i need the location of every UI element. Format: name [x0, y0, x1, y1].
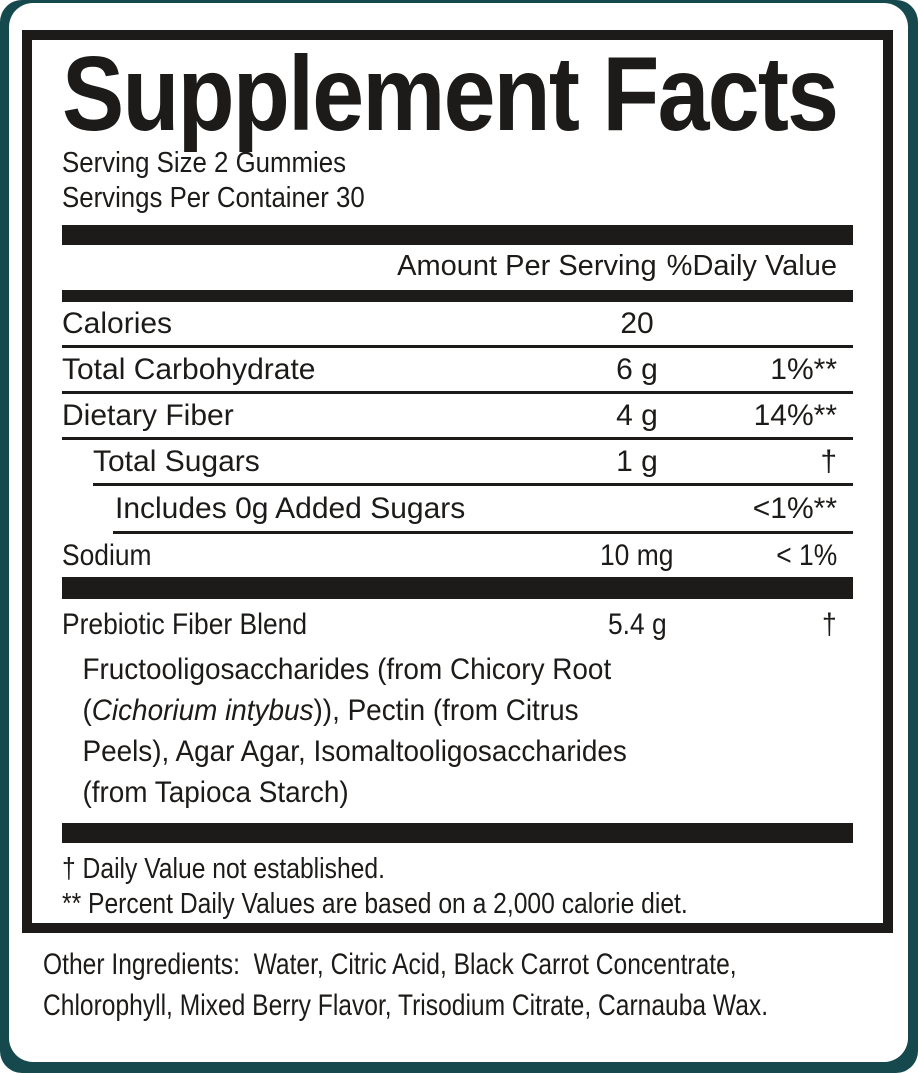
blend-description: Fructooligosaccharides (from Chicory Roo…: [62, 649, 732, 813]
nutrient-name: Total Sugars: [93, 444, 260, 478]
daily-value-header: %Daily Value: [666, 250, 837, 282]
row-separator: [62, 391, 853, 394]
blend-description-text: (from Tapioca Starch): [82, 776, 349, 809]
facts-title: Supplement Facts: [62, 35, 853, 153]
nutrient-amt: 6 g: [616, 352, 658, 386]
servings-per-container-line: Servings Per Container 30: [62, 182, 365, 214]
other-ingredients-label: Other Ingredients:: [43, 948, 240, 981]
column-header-row: Amount Per Serving %Daily Value: [62, 245, 853, 290]
thick-rule: [62, 823, 853, 843]
thick-rule: [62, 577, 853, 599]
other-ingredients: Other Ingredients: Water, Citric Acid, B…: [43, 944, 815, 1026]
blend-description-text: Fructooligosaccharides (from Chicory Roo…: [82, 653, 612, 686]
blend-daily-value: †: [822, 608, 837, 641]
thick-rule: [62, 225, 853, 245]
footnote-percent: ** Percent Daily Values are based on a 2…: [62, 888, 688, 920]
nutrient-dv: <1%**: [752, 491, 837, 525]
nutrient-amt: 1 g: [616, 444, 658, 478]
nutrient-row: Sodium 10 mg < 1%: [62, 534, 853, 577]
label-card: Supplement Facts Serving Size 2 Gummies …: [9, 3, 908, 1062]
nutrient-row: Dietary Fiber 4 g 14%**: [62, 394, 853, 437]
serving-size-line: Serving Size 2 Gummies: [62, 147, 347, 179]
nutrient-row: Total Carbohydrate 6 g 1%**: [62, 348, 853, 391]
nutrient-name: Total Carbohydrate: [62, 352, 316, 386]
nutrient-row: Includes 0g Added Sugars <1%**: [62, 486, 853, 531]
blend-latin-name: Cichorium intybus: [91, 694, 314, 727]
nutrient-amt: 10 mg: [600, 538, 674, 572]
blend-row: Prebiotic Fiber Blend 5.4 g †: [62, 603, 853, 647]
nutrient-dv: 1%**: [770, 352, 837, 386]
blend-name: Prebiotic Fiber Blend: [62, 608, 308, 641]
footnote-dagger: † Daily Value not established.: [62, 853, 385, 885]
blend-description-text: )), Pectin (from Citrus: [313, 694, 579, 727]
nutrient-name: Calories: [62, 306, 173, 340]
row-separator: [93, 483, 853, 486]
blend-description-text: Peels), Agar Agar, Isomaltooligosacchari…: [82, 735, 627, 768]
blend-amount: 5.4 g: [607, 608, 667, 641]
row-separator: [62, 437, 853, 440]
thick-rule: [62, 290, 853, 302]
blend-description-text: (: [82, 694, 92, 727]
nutrient-amt: 4 g: [616, 398, 658, 432]
other-ingredients-text: Water, Citric Acid, Black Carrot Concent…: [43, 948, 769, 1022]
facts-rows: Calories 20 Total Carbohydrate 6 g 1%** Dieta…: [62, 302, 853, 577]
nutrient-name: Includes 0g Added Sugars: [115, 491, 466, 525]
nutrient-dv: < 1%: [776, 538, 837, 572]
nutrient-dv: †: [820, 444, 837, 478]
nutrient-name: Sodium: [62, 538, 152, 572]
row-separator: [113, 531, 853, 534]
nutrient-name: Dietary Fiber: [62, 398, 234, 432]
facts-box: Supplement Facts Serving Size 2 Gummies …: [22, 30, 893, 933]
facts-title-text: Supplement Facts: [62, 35, 839, 153]
nutrient-row: Calories 20: [62, 302, 853, 345]
nutrient-amt: 20: [620, 306, 654, 340]
nutrient-dv: 14%**: [753, 398, 837, 432]
row-separator: [62, 345, 853, 348]
nutrient-row: Total Sugars 1 g †: [62, 440, 853, 483]
footnotes: † Daily Value not established. ** Percen…: [62, 852, 776, 922]
amount-per-serving-header: Amount Per Serving: [397, 250, 657, 282]
